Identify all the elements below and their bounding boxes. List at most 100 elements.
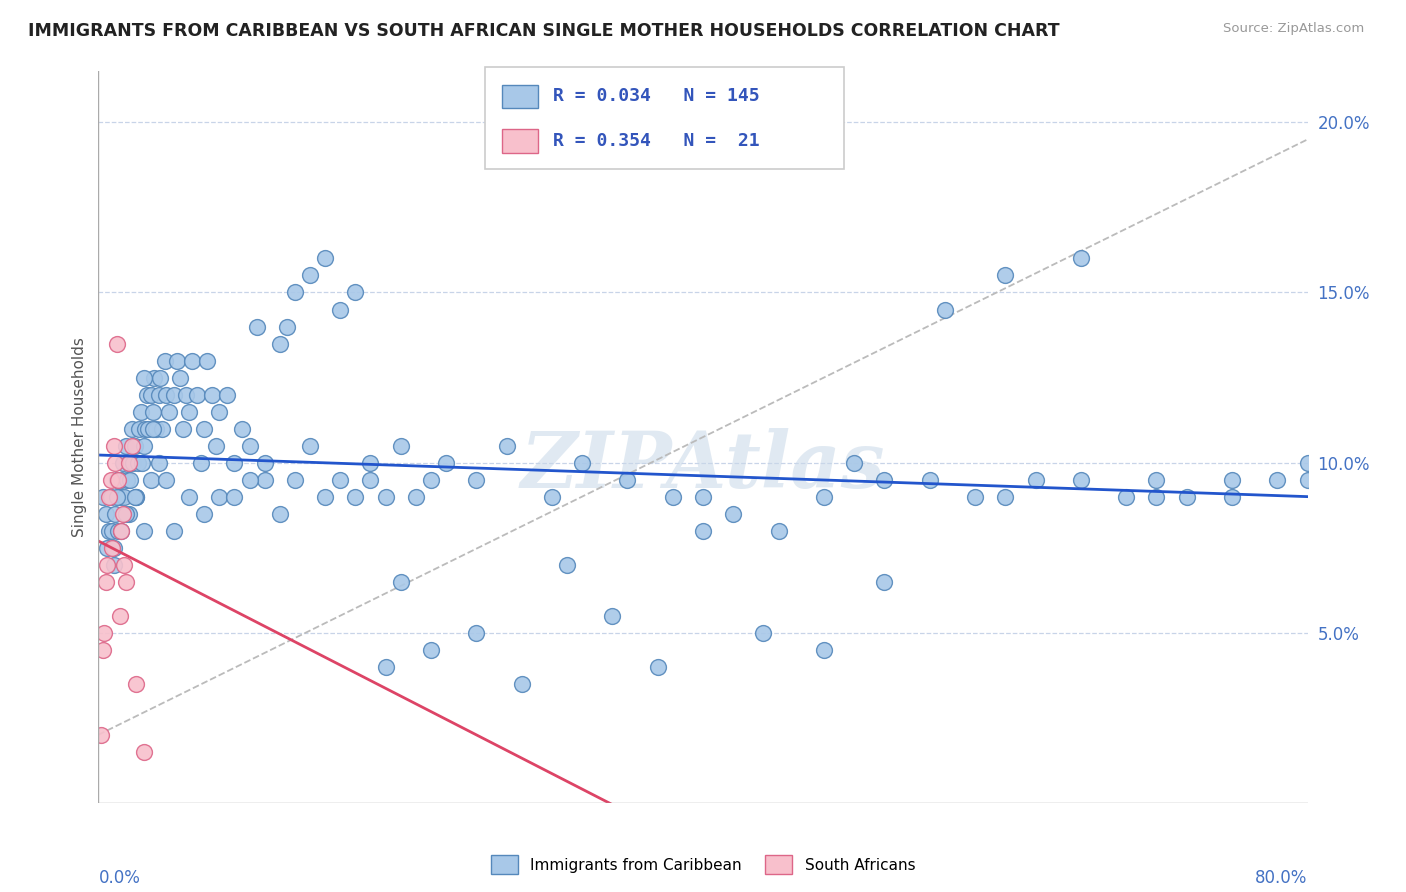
Point (155, 473, 177, 487)
Point (118, 456, 141, 470)
Point (169, 370, 191, 384)
Point (360, 473, 382, 487)
Point (125, 490, 148, 504)
Point (1115, 490, 1137, 504)
Point (93, 625, 115, 640)
Point (166, 353, 188, 368)
Point (195, 353, 218, 368)
Point (96, 541, 118, 555)
Point (510, 677, 533, 691)
Point (111, 456, 134, 470)
Point (163, 387, 186, 401)
Point (994, 490, 1017, 504)
Point (100, 473, 122, 487)
Point (108, 490, 131, 504)
Point (873, 574, 896, 589)
Point (155, 387, 177, 401)
Point (299, 439, 322, 453)
Point (148, 456, 170, 470)
Point (465, 473, 488, 487)
Point (329, 302, 352, 317)
Point (105, 473, 128, 487)
Point (129, 404, 152, 418)
Point (1220, 490, 1243, 504)
Point (94, 507, 117, 521)
Point (269, 507, 291, 521)
Point (239, 439, 262, 453)
Point (91, 490, 114, 504)
Point (132, 439, 155, 453)
Point (132, 370, 155, 384)
Point (149, 370, 172, 384)
Point (107, 524, 129, 538)
Point (107, 473, 129, 487)
Point (540, 490, 562, 504)
Point (110, 524, 132, 538)
Point (193, 507, 215, 521)
Point (344, 285, 367, 300)
Point (571, 456, 593, 470)
Point (1024, 473, 1046, 487)
Point (105, 490, 128, 504)
Point (661, 490, 683, 504)
Point (360, 456, 382, 470)
Point (723, 507, 745, 521)
Point (134, 421, 156, 435)
Point (148, 387, 170, 401)
Point (122, 456, 145, 470)
Point (420, 473, 443, 487)
Text: 0.0%: 0.0% (98, 869, 141, 887)
Point (125, 490, 148, 504)
Point (103, 541, 125, 555)
Point (163, 524, 186, 538)
Point (114, 507, 136, 521)
Point (128, 421, 150, 435)
Point (374, 659, 396, 673)
Text: ZIPAtlas: ZIPAtlas (520, 428, 886, 505)
Point (121, 421, 143, 435)
Point (918, 473, 941, 487)
Text: R = 0.034   N = 145: R = 0.034 N = 145 (553, 87, 759, 105)
Point (465, 625, 488, 640)
Point (374, 490, 396, 504)
Point (215, 387, 238, 401)
Point (329, 473, 352, 487)
Point (420, 642, 443, 657)
Point (179, 404, 201, 418)
Point (132, 524, 155, 538)
Point (224, 456, 246, 470)
Point (344, 490, 367, 504)
Point (94, 574, 117, 589)
Point (1146, 473, 1168, 487)
Point (142, 421, 165, 435)
Point (934, 302, 956, 317)
Point (1296, 473, 1319, 487)
Point (239, 473, 262, 487)
Point (114, 439, 136, 453)
Point (389, 574, 412, 589)
Point (253, 456, 276, 470)
Point (108, 608, 131, 623)
Point (692, 524, 714, 538)
Point (844, 456, 866, 470)
Point (101, 524, 124, 538)
Point (389, 439, 412, 453)
Point (101, 541, 124, 555)
Point (143, 370, 166, 384)
Point (1267, 473, 1289, 487)
Point (145, 421, 167, 435)
Point (132, 745, 155, 759)
Point (752, 625, 775, 640)
Point (98, 524, 121, 538)
Point (153, 353, 176, 368)
Point (135, 387, 157, 401)
Point (314, 252, 336, 266)
Point (602, 608, 624, 623)
Point (131, 456, 153, 470)
Point (208, 490, 231, 504)
Point (125, 677, 148, 691)
Point (647, 659, 669, 673)
Point (98, 490, 121, 504)
Point (104, 456, 127, 470)
Point (118, 456, 141, 470)
